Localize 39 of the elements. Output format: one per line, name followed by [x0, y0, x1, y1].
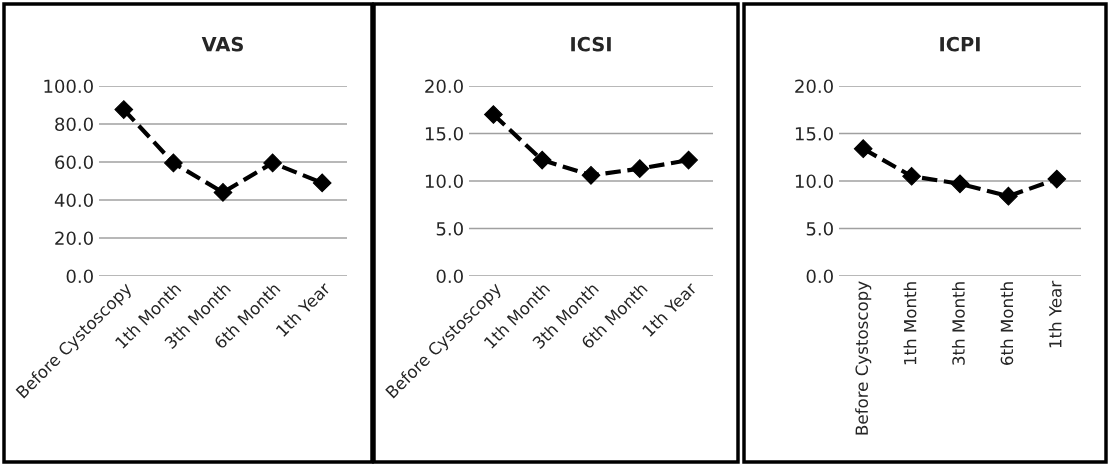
y-tick-label: 20.0 — [425, 79, 463, 94]
y-tick-label: 60.0 — [55, 155, 93, 170]
point — [484, 105, 503, 124]
x-tick-label: 6th Month — [1000, 282, 1014, 365]
y-tick-label: 15.0 — [425, 126, 463, 141]
chart-title: ICSI — [571, 36, 611, 52]
y-tick-label: 5.0 — [806, 221, 833, 236]
point — [581, 165, 601, 185]
point — [263, 153, 282, 173]
y-tick-label: 20.0 — [55, 231, 93, 246]
point — [1047, 169, 1067, 189]
y-tick-label: 0.0 — [806, 269, 833, 284]
chart-title: ICPI — [940, 36, 980, 52]
y-tick-label: 0.0 — [436, 269, 463, 284]
point — [213, 183, 233, 202]
chart-title: VAS — [201, 36, 243, 52]
x-tick-label: 1th Month — [903, 282, 917, 365]
y-tick-label: 100.0 — [44, 79, 93, 94]
point — [999, 186, 1018, 206]
x-tick-label: Before Cystoscopy — [855, 281, 872, 435]
y-tick-label: 0.0 — [66, 269, 93, 284]
point — [902, 166, 921, 186]
point — [114, 100, 134, 119]
point — [950, 174, 970, 194]
point — [630, 159, 650, 179]
y-tick-label: 80.0 — [55, 117, 93, 132]
x-tick-label: 3th Month — [951, 282, 965, 365]
point — [679, 150, 698, 170]
x-tick-label: 1th Year — [1048, 280, 1062, 348]
y-tick-label: 10.0 — [795, 174, 833, 189]
point — [312, 173, 332, 193]
y-tick-label: 5.0 — [436, 221, 463, 236]
y-tick-label: 15.0 — [795, 126, 833, 141]
y-tick-label: 40.0 — [54, 193, 93, 208]
y-tick-label: 20.0 — [795, 79, 833, 94]
y-tick-label: 10.0 — [425, 174, 463, 189]
point — [532, 150, 552, 170]
point — [164, 153, 183, 173]
point — [853, 139, 873, 159]
